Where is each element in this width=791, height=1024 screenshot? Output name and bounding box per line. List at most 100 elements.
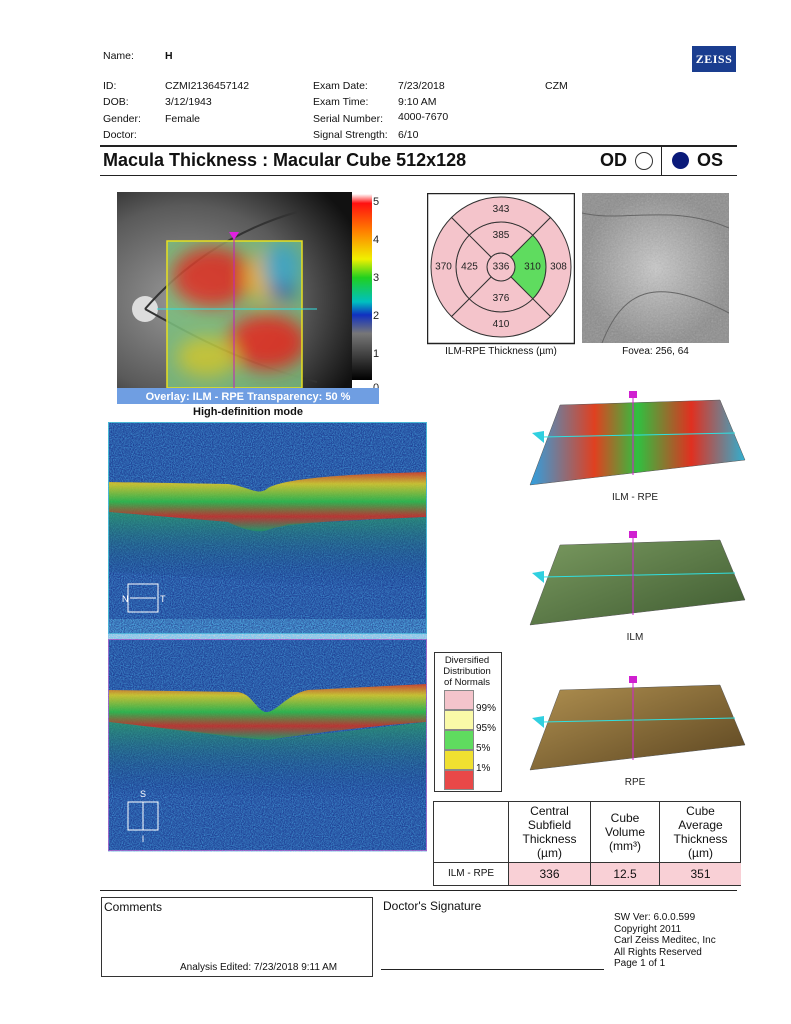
comments-box xyxy=(101,897,373,977)
etdrs-value: 336 xyxy=(493,262,510,273)
etdrs-sector xyxy=(430,216,470,318)
table-rule xyxy=(590,802,591,885)
normals-label: 95% xyxy=(476,723,497,734)
scan-line xyxy=(541,432,736,438)
table-cell: 351 xyxy=(660,863,741,885)
signature-line xyxy=(381,969,604,970)
table-cell: 336 xyxy=(509,863,590,885)
label: Exam Time: xyxy=(313,96,369,108)
etdrs-caption: ILM-RPE Thickness (µm) xyxy=(445,346,557,357)
label: ID: xyxy=(103,80,117,92)
value: H xyxy=(165,50,173,62)
value: 9:10 AM xyxy=(398,96,437,108)
scale-label: 100 xyxy=(373,348,379,360)
scale-label: 500 xyxy=(373,196,379,208)
orient-label: T xyxy=(160,594,166,604)
etdrs-value: 410 xyxy=(493,319,510,330)
scale-label: 200 xyxy=(373,310,379,322)
table-header: Central Subfield Thickness (µm) xyxy=(522,804,577,860)
scale-label: 300 xyxy=(373,272,379,284)
table-header: Cube Average Thickness (µm) xyxy=(673,804,728,860)
label: Serial Number: xyxy=(313,113,384,125)
overlay-caption: Overlay: ILM - RPE Transparency: 50 % xyxy=(146,391,351,403)
divider xyxy=(661,147,662,175)
surface xyxy=(529,684,746,771)
label: Gender: xyxy=(103,113,141,125)
scan-marker xyxy=(629,391,637,398)
surface-label: ILM - RPE xyxy=(612,492,658,503)
normals-label: 99% xyxy=(476,703,497,714)
table-header: Cube Volume (mm³) xyxy=(604,811,646,853)
surface-maps: ILM - RPE ILM RPE xyxy=(529,391,746,788)
analysis-edited: Analysis Edited: 7/23/2018 9:11 AM xyxy=(180,962,338,973)
hd-mode: High-definition mode xyxy=(193,406,303,418)
sw-line: All Rights Reserved xyxy=(614,946,702,958)
surface xyxy=(529,539,746,626)
orient-label: I xyxy=(142,834,145,844)
sw-line: Page 1 of 1 xyxy=(614,958,666,969)
value: CZMI2136457142 xyxy=(165,80,250,92)
rule xyxy=(100,890,737,891)
os-radio xyxy=(672,152,689,169)
scale-label: 400 xyxy=(373,234,379,246)
label: Exam Date: xyxy=(313,80,368,92)
fovea-caption: Fovea: 256, 64 xyxy=(622,346,689,357)
value: 3/12/1943 xyxy=(165,96,212,108)
surface-label: ILM xyxy=(627,632,644,643)
normals-label: 5% xyxy=(476,743,491,754)
normals-label: 1% xyxy=(476,763,491,774)
etdrs-value: 343 xyxy=(493,204,510,215)
etdrs-value: 376 xyxy=(493,293,510,304)
etdrs-value: 310 xyxy=(524,262,541,273)
report-title: Macula Thickness : Macular Cube 512x128 xyxy=(103,150,467,170)
scan-marker xyxy=(629,676,637,683)
label: DOB: xyxy=(103,96,129,108)
value: Female xyxy=(165,113,201,125)
od-label: OD xyxy=(600,150,627,170)
scan-line xyxy=(541,572,736,578)
value: 7/23/2018 xyxy=(398,80,445,92)
comments-label: Comments xyxy=(104,900,163,914)
normals-swatch xyxy=(444,690,474,710)
etdrs-grid: 336 385 310 376 425 343 308 410 370 xyxy=(427,193,575,345)
sw-line: Carl Zeiss Meditec, Inc xyxy=(614,935,716,946)
normals-title: of Normals xyxy=(444,677,490,688)
fundus-overlay: 500 400 300 200 100 0 µm Overlay: ILM - RPE T… xyxy=(117,192,379,404)
normals-swatch xyxy=(444,750,474,770)
label: Name: xyxy=(103,50,134,62)
value: 6/10 xyxy=(398,129,419,141)
scan-arrow xyxy=(532,571,544,583)
scan-marker xyxy=(629,531,637,538)
table-rule xyxy=(508,802,509,885)
oct-scans: N T S I xyxy=(108,422,427,851)
normals-title: Diversified xyxy=(444,655,490,666)
table-cell: ILM - RPE xyxy=(434,863,508,885)
scan-arrow xyxy=(532,716,544,728)
od-radio xyxy=(635,152,653,170)
normals-title: Distribution xyxy=(443,666,491,677)
etdrs-value: 385 xyxy=(493,230,510,241)
sw-line: SW Ver: 6.0.0.599 xyxy=(614,912,696,923)
label: Doctor: xyxy=(103,129,137,141)
signature-label: Doctor's Signature xyxy=(383,899,482,913)
orient-label: N xyxy=(122,594,129,604)
scan-line xyxy=(541,717,736,723)
etdrs-value: 370 xyxy=(435,262,452,273)
sw-line: Copyright 2011 xyxy=(614,923,682,935)
table-cell: 12.5 xyxy=(591,863,659,885)
scan-arrow xyxy=(532,431,544,443)
normals-swatch xyxy=(444,770,474,790)
results-table: Central Subfield Thickness (µm) Cube Volu… xyxy=(433,801,741,886)
etdrs-value: 425 xyxy=(461,262,478,273)
surface-label: RPE xyxy=(625,777,646,788)
orient-label: S xyxy=(140,789,146,799)
table-rule xyxy=(434,862,740,863)
surface xyxy=(529,399,746,486)
etdrs-value: 308 xyxy=(550,262,567,273)
scale-label: 0 µm xyxy=(373,382,379,394)
value: 4000-7670 xyxy=(398,111,449,123)
fovea-image xyxy=(582,193,729,343)
site: CZM xyxy=(545,80,568,92)
logo: ZEISS xyxy=(692,46,736,72)
